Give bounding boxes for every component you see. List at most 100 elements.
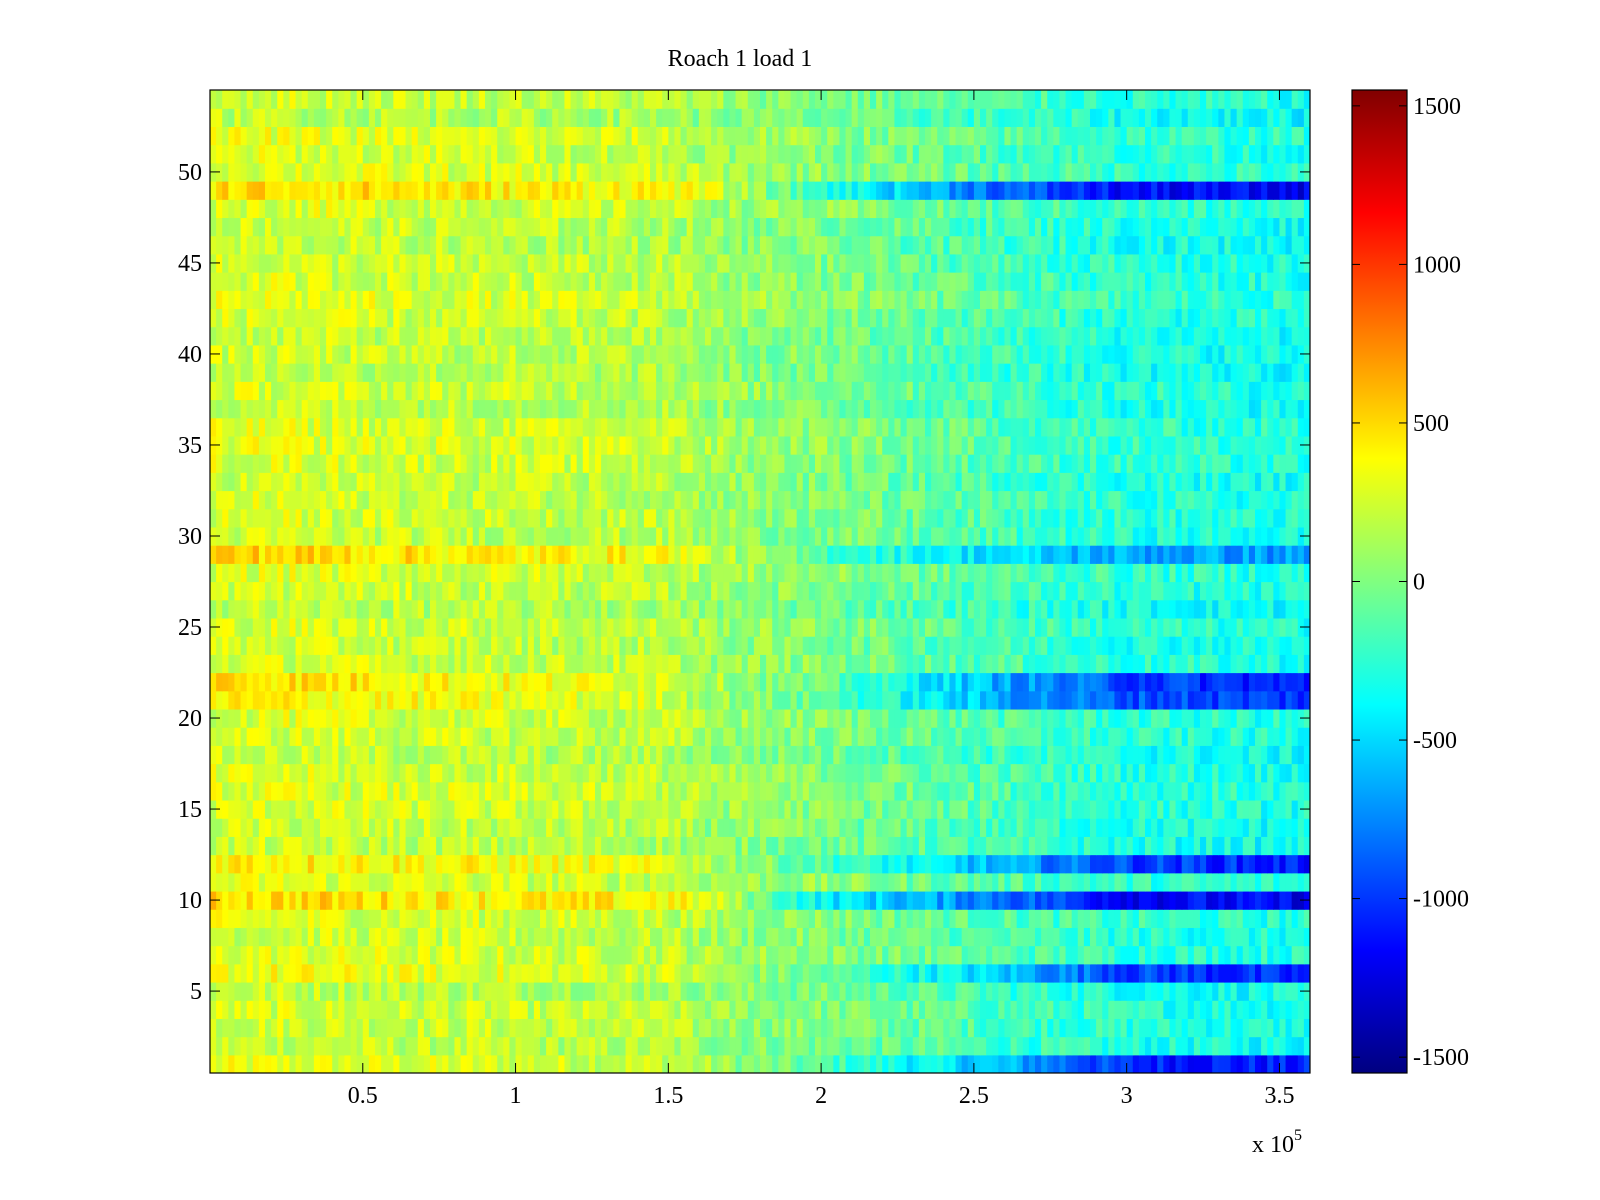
heatmap-cell xyxy=(1169,672,1177,692)
heatmap-cell xyxy=(411,945,419,965)
heatmap-cell xyxy=(778,963,786,983)
heatmap-cell xyxy=(1285,1018,1293,1038)
heatmap-cell xyxy=(515,599,523,619)
heatmap-cell xyxy=(387,727,394,746)
heatmap-cell xyxy=(815,963,822,983)
heatmap-cell xyxy=(423,745,431,765)
heatmap-cell xyxy=(1114,781,1122,801)
heatmap-cell xyxy=(656,763,663,783)
heatmap-cell xyxy=(1163,799,1171,819)
heatmap-cell xyxy=(918,727,926,746)
heatmap-cell xyxy=(478,799,486,819)
heatmap-cell xyxy=(1206,818,1213,837)
heatmap-cell xyxy=(723,945,731,965)
heatmap-cell xyxy=(625,599,633,619)
heatmap-cell xyxy=(497,690,504,710)
heatmap-cell xyxy=(1035,654,1042,674)
heatmap-cell xyxy=(827,708,834,728)
heatmap-cell xyxy=(1053,745,1061,765)
heatmap-cell xyxy=(680,854,688,874)
heatmap-cell xyxy=(442,1000,449,1019)
heatmap-cell xyxy=(784,636,792,655)
heatmap-cell xyxy=(851,1036,859,1056)
heatmap-cell xyxy=(888,563,896,583)
heatmap-cell xyxy=(925,617,932,637)
heatmap-cell xyxy=(613,890,621,910)
heatmap-cell xyxy=(625,854,633,874)
heatmap-cell xyxy=(442,727,449,746)
heatmap-cell xyxy=(234,690,242,710)
heatmap-cell xyxy=(582,581,590,601)
heatmap-cell xyxy=(1200,1018,1207,1038)
heatmap-cell xyxy=(240,1054,248,1073)
heatmap-cell xyxy=(344,909,352,928)
heatmap-cell xyxy=(643,854,651,874)
heatmap-cell xyxy=(1261,1018,1268,1038)
heatmap-cell xyxy=(1236,599,1244,619)
heatmap-cell xyxy=(790,690,798,710)
heatmap-cell xyxy=(607,599,614,619)
heatmap-cell xyxy=(1151,745,1158,765)
heatmap-cell xyxy=(1059,708,1067,728)
heatmap-cell xyxy=(521,599,529,619)
heatmap-cell xyxy=(1187,981,1195,1001)
heatmap-cell xyxy=(851,727,859,746)
heatmap-cell xyxy=(796,636,804,655)
heatmap-cell xyxy=(362,563,370,583)
heatmap-cell xyxy=(307,781,315,801)
heatmap-cell xyxy=(1291,654,1299,674)
heatmap-cell xyxy=(680,1018,688,1038)
heatmap-cell xyxy=(894,599,902,619)
heatmap-cell xyxy=(943,581,951,601)
heatmap-cell xyxy=(1175,981,1183,1001)
heatmap-cell xyxy=(643,708,651,728)
heatmap-cell xyxy=(399,854,407,874)
heatmap-cell xyxy=(637,1018,645,1038)
heatmap-cell xyxy=(925,890,932,910)
heatmap-cell xyxy=(405,745,413,765)
heatmap-cell xyxy=(674,1054,682,1073)
heatmap-cell xyxy=(1175,818,1183,837)
heatmap-cell xyxy=(900,890,908,910)
heatmap-cell xyxy=(760,1000,767,1019)
heatmap-cell xyxy=(760,981,767,1001)
heatmap-cell xyxy=(1010,654,1018,674)
heatmap-cell xyxy=(582,1000,590,1019)
heatmap-cell xyxy=(222,981,229,1001)
heatmap-cell xyxy=(747,1018,755,1038)
heatmap-cell xyxy=(790,617,798,637)
heatmap-cell xyxy=(411,854,419,874)
heatmap-cell xyxy=(222,963,229,983)
heatmap-cell xyxy=(876,617,883,637)
heatmap-cell xyxy=(955,836,963,856)
heatmap-cell xyxy=(717,854,724,874)
heatmap-cell xyxy=(912,654,920,674)
heatmap-cell xyxy=(888,1036,896,1056)
heatmap-cell xyxy=(857,727,865,746)
heatmap-cell xyxy=(1145,854,1152,874)
heatmap-cell xyxy=(827,945,834,965)
heatmap-cell xyxy=(845,1036,853,1056)
heatmap-cell xyxy=(784,854,792,874)
heatmap-cell xyxy=(362,672,370,692)
heatmap-cell xyxy=(277,763,284,783)
heatmap-cell xyxy=(301,781,309,801)
heatmap-cell xyxy=(882,672,889,692)
heatmap-cell xyxy=(1114,745,1122,765)
heatmap-cell xyxy=(1218,763,1226,783)
heatmap-cell xyxy=(833,1036,841,1056)
heatmap-cell xyxy=(1102,909,1109,928)
heatmap-cell xyxy=(662,836,669,856)
heatmap-cell xyxy=(552,963,559,983)
heatmap-cell xyxy=(601,581,608,601)
heatmap-cell xyxy=(998,872,1006,892)
heatmap-cell xyxy=(1120,654,1128,674)
heatmap-cell xyxy=(980,1054,987,1073)
heatmap-cell xyxy=(766,963,773,983)
heatmap-cell xyxy=(992,836,999,856)
heatmap-cell xyxy=(808,636,816,655)
heatmap-cell xyxy=(1242,854,1250,874)
heatmap-cell xyxy=(423,690,431,710)
heatmap-cell xyxy=(802,654,810,674)
heatmap-cell xyxy=(680,818,688,837)
